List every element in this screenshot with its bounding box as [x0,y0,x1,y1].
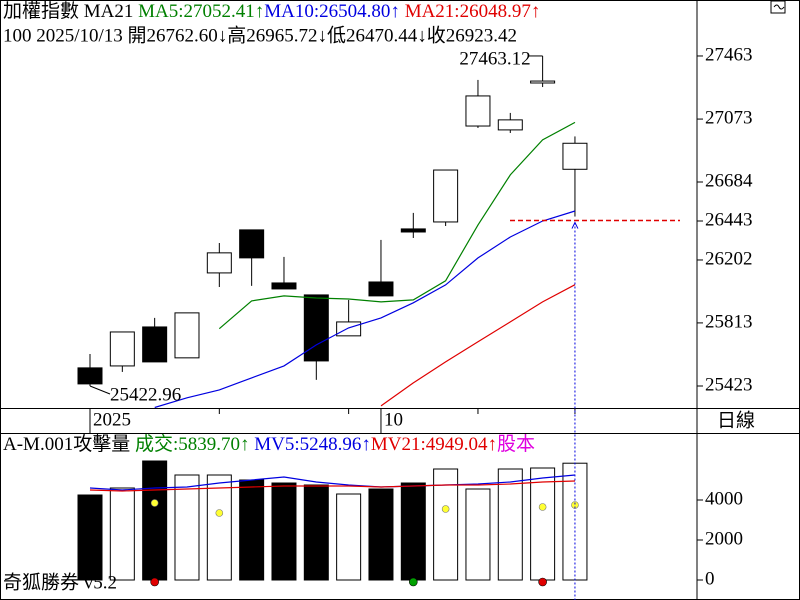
volume-bar [433,468,459,581]
y-tick-label: 2000 [705,528,743,549]
high-label: 27463.12 [459,48,530,69]
candle-body [433,169,459,223]
volume-bar [77,494,103,581]
signal-dot [215,509,224,517]
x-tick-label: 2025 [93,409,131,430]
volume-bar [271,482,297,581]
ma-line [380,284,576,407]
volume-bar [109,487,135,581]
chart-title: 加權指數 MA21 [3,0,133,22]
volume-bar [336,493,362,581]
volume-bar [239,479,265,581]
price-info: 100 2025/10/13 開26762.60↓高26965.72↓低2647… [3,24,517,46]
y-tick-label: 27073 [705,107,753,128]
candle-body [142,326,168,363]
candle-body [336,321,362,337]
low-label: 25422.96 [110,384,181,405]
volume-bar [368,488,394,581]
signal-marker [538,577,547,587]
window-button-icon [773,4,785,10]
candle-body [174,312,200,359]
y-tick-label: 4000 [705,488,743,509]
footer: 奇狐勝券 v5.2 [3,571,117,593]
candle-body [109,331,135,367]
volume-plot [77,460,588,587]
legend-entry: MA5:27052.41↑ [138,1,264,22]
y-tick-label: 25423 [705,374,753,395]
price-plot [77,55,588,408]
volume-title: A-M.001攻擊量 [3,433,130,455]
candle-body [239,229,265,259]
candle-body [497,119,523,131]
cursor-arrow [571,221,579,229]
y-tick-label: 25813 [705,311,753,332]
signal-marker [150,577,159,587]
candle-body [465,95,491,127]
legend-entry: MV5:5248.96↑ [254,434,371,455]
candle-body [271,282,297,290]
y-tick-label: 26684 [705,170,753,191]
volume-bar [465,488,491,581]
legend-entry: MA21:26048.97↑ [405,1,541,22]
volume-bar [303,484,329,581]
candle-body [562,142,588,170]
candle-body [400,228,426,233]
signal-dot [441,505,450,513]
ma-line [218,121,576,330]
y-tick-label: 27463 [705,44,753,65]
signal-marker [408,577,418,587]
signal-dot [538,503,547,511]
volume-bar [530,467,556,581]
overlay: 27463 27073 26684 26443 26202 25813 25423 2025 1… [89,44,753,600]
volume-bar [206,474,232,581]
volume-bar [142,460,168,581]
volume-bar [497,468,523,581]
ma-line [89,480,576,492]
candle-body [368,281,394,297]
candle-body [77,367,103,385]
y-tick-label: 0 [705,568,715,589]
y-tick-label: 26443 [705,209,753,230]
candle-body [530,80,556,84]
volume-label: 成交:5839.70↑ [135,433,250,455]
extra-label: 股本 [497,433,535,455]
price-header: 加權指數 MA21 MA5:27052.41↑MA10:26504.80↑ MA… [3,0,540,22]
volume-bar [400,482,426,581]
y-tick-label: 26202 [705,248,753,269]
period-label: 日線 [717,409,755,431]
ma-line [154,210,576,408]
label-leader [89,385,111,395]
legend-entry: MA10:26504.80↑ [264,1,400,22]
signal-dot [150,499,159,507]
candle-body [206,252,232,274]
legend-entry: MV21:4949.04↑ [371,434,497,455]
ma-line [89,474,576,491]
window-button[interactable] [770,0,786,14]
x-tick-label: 10 [384,409,403,430]
volume-bar [174,474,200,581]
volume-header: A-M.001攻擊量 成交:5839.70↑ MV5:5248.96↑MV21:… [3,433,535,455]
